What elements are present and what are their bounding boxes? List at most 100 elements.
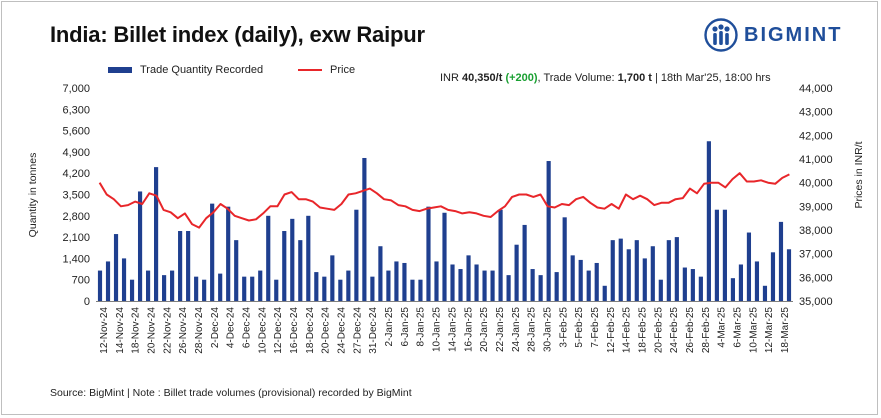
x-tick-label: 4-Dec-24: [226, 307, 237, 349]
bar: [178, 231, 183, 301]
y-right-tick-label: 39,000: [799, 201, 833, 213]
bar: [714, 209, 719, 301]
x-tick-label: 26-Nov-24: [178, 307, 189, 354]
y-left-tick-label: 0: [84, 296, 90, 308]
x-tick-label: 24-Feb-25: [669, 307, 680, 354]
bar: [105, 261, 111, 301]
bar: [450, 264, 455, 301]
x-tick-label: 28-Feb-25: [701, 307, 712, 354]
bar: [338, 279, 343, 301]
bar: [162, 275, 167, 301]
legend-swatch-line: [298, 69, 322, 71]
bar: [282, 231, 287, 301]
y-left-tick-label: 1,400: [62, 253, 90, 265]
bigmint-logo-icon: [704, 18, 738, 52]
bar: [546, 161, 551, 301]
x-tick-label: 28-Nov-24: [194, 307, 205, 354]
x-tick-label: 28-Jan-25: [527, 307, 538, 352]
bar: [218, 273, 223, 301]
x-tick-label: 16-Jan-25: [463, 307, 474, 352]
bar: [562, 217, 567, 301]
bar: [530, 269, 535, 301]
bar: [97, 270, 103, 301]
bar: [650, 246, 655, 301]
y-axis-right-label: Prices in INR/t: [853, 141, 865, 208]
info-volume: 1,700 t: [617, 72, 652, 84]
y-left-tick-label: 3,500: [62, 190, 90, 202]
bar: [234, 240, 239, 301]
y-axis-left: 0 700 1,400 2,100 2,800 3,500 4,200 4,900 5,600 6…: [62, 83, 90, 308]
y-left-tick-label: 6,300: [62, 104, 90, 116]
x-tick-label: 22-Jan-25: [495, 307, 506, 352]
y-right-tick-label: 43,000: [799, 107, 833, 119]
bar: [666, 240, 671, 301]
bar: [418, 279, 423, 301]
bar: [394, 261, 399, 301]
x-tick-label: 20-Jan-25: [479, 307, 490, 352]
x-tick-label: 18-Dec-24: [305, 307, 316, 354]
bar: [618, 238, 623, 301]
bar: [378, 246, 383, 301]
x-tick-label: 2-Jan-25: [384, 307, 395, 347]
x-axis: 12-Nov-24 14-Nov-24 18-Nov-24 20-Nov-24 22-N…: [96, 301, 793, 354]
bar: [746, 232, 752, 301]
x-tick-label: 8-Jan-25: [416, 307, 427, 347]
bar: [290, 218, 295, 301]
legend-swatch-bar: [108, 67, 132, 73]
bar: [145, 270, 151, 301]
bar: [113, 234, 119, 301]
bar: [674, 237, 679, 301]
bar: [698, 276, 703, 301]
x-tick-label: 12-Dec-24: [273, 307, 284, 354]
bar-series: [97, 141, 792, 301]
bar: [570, 255, 575, 301]
bar: [210, 203, 215, 301]
y-right-tick-label: 38,000: [799, 225, 833, 237]
bar: [658, 279, 663, 301]
x-tick-label: 18-Nov-24: [131, 307, 142, 354]
bar: [786, 249, 792, 301]
bar: [154, 167, 159, 301]
bar: [554, 272, 559, 301]
x-tick-label: 10-Dec-24: [257, 307, 268, 354]
x-tick-label: 3-Feb-25: [558, 307, 569, 348]
price-line: [98, 172, 790, 229]
x-tick-label: 12-Nov-24: [99, 307, 110, 354]
bar: [370, 276, 375, 301]
y-axis-right: 35,000 36,000 37,000 38,000 39,000 40,000 41,0…: [799, 83, 833, 308]
legend-item-price: Price: [298, 64, 355, 76]
bar: [482, 270, 487, 301]
x-tick-label: 16-Dec-24: [289, 307, 300, 354]
bar: [322, 276, 327, 301]
y-left-tick-label: 700: [72, 275, 90, 287]
y-left-tick-label: 2,100: [62, 232, 90, 244]
bar: [258, 270, 263, 301]
bar: [474, 264, 479, 301]
x-tick-label: 12-Mar-25: [764, 307, 775, 354]
bar: [522, 224, 527, 301]
info-change: (+200): [505, 72, 538, 84]
bar: [129, 279, 135, 301]
bar: [690, 269, 695, 301]
bar: [586, 270, 591, 301]
bar: [458, 269, 463, 301]
bar: [362, 157, 367, 301]
bar: [298, 240, 303, 301]
x-tick-label: 20-Nov-24: [146, 307, 157, 354]
bar: [266, 215, 271, 301]
bar: [466, 255, 471, 301]
x-tick-label: 18-Feb-25: [638, 307, 649, 354]
bar: [538, 275, 543, 301]
bar: [626, 249, 631, 301]
x-tick-label: 10-Jan-25: [432, 307, 443, 352]
x-tick-label: 4-Mar-25: [717, 307, 728, 348]
x-tick-label: 6-Dec-24: [242, 307, 253, 349]
bar: [354, 209, 359, 301]
bar: [442, 212, 447, 301]
bar: [722, 209, 727, 301]
info-prefix: INR: [440, 72, 462, 84]
line-series: [98, 172, 790, 229]
info-volume-label: , Trade Volume:: [537, 72, 618, 84]
